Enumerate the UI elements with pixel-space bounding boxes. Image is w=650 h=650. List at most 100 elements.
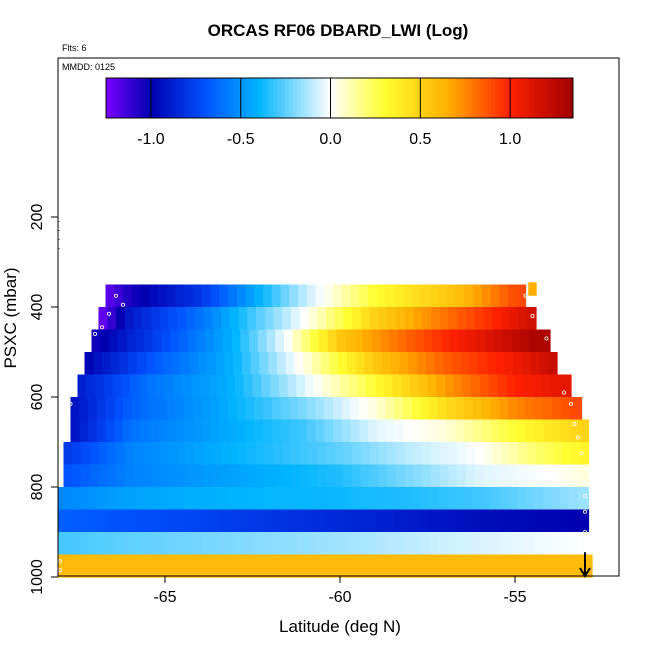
heatmap-cell (359, 419, 369, 443)
colorbar-segment (347, 78, 352, 118)
heatmap-cell (403, 397, 413, 421)
colorbar-segment (386, 78, 391, 118)
heatmap-cell (317, 307, 327, 331)
heatmap-cell (95, 374, 105, 398)
heatmap-cell (350, 532, 360, 556)
heatmap-cell (280, 554, 290, 578)
heatmap-cell (107, 464, 117, 488)
heatmap-cell (536, 442, 546, 466)
heatmap-cell (392, 374, 402, 398)
heatmap-cell (112, 374, 122, 398)
heatmap-cell (201, 284, 212, 308)
heatmap-cell (88, 554, 98, 578)
colorbar-segment (425, 78, 430, 118)
heatmap-cell (210, 397, 220, 421)
heatmap-cell (422, 464, 432, 488)
heatmap-cell (485, 329, 495, 353)
heatmap-cell (282, 307, 292, 331)
heatmap-cell (236, 397, 247, 421)
colorbar-segment (129, 78, 134, 118)
colorbar-segment (253, 78, 259, 118)
heatmap-cell (292, 329, 303, 353)
heatmap-cell (96, 419, 107, 443)
heatmap-cell (119, 352, 129, 376)
heatmap-cell (495, 352, 506, 376)
heatmap-cell (236, 554, 247, 578)
heatmap-cell (228, 284, 238, 308)
heatmap-cell (340, 374, 350, 398)
heatmap-cell (208, 374, 219, 398)
heatmap-cell (499, 397, 509, 421)
heatmap-cell (499, 284, 509, 308)
heatmap-cell (522, 352, 532, 376)
heatmap-cell (184, 284, 194, 308)
colorbar-segment (436, 78, 442, 118)
heatmap-cell (145, 352, 156, 376)
heatmap-cell (193, 419, 203, 443)
heatmap-cell (455, 509, 465, 533)
heatmap-cell (413, 307, 423, 331)
heatmap-cell (210, 509, 220, 533)
heatmap-cell (490, 284, 500, 308)
heatmap-cell (315, 487, 325, 511)
heatmap-cell (96, 532, 107, 556)
colorbar-segment (460, 78, 465, 118)
heatmap-cell (124, 307, 135, 331)
colorbar-segment (312, 78, 317, 118)
colorbar-segment (176, 78, 181, 118)
heatmap-cell (551, 419, 562, 443)
heatmap-cell (254, 487, 264, 511)
heatmap-cell (289, 509, 299, 533)
heatmap-cell (156, 374, 166, 398)
heatmap-cell (513, 352, 523, 376)
heatmap-cell (289, 554, 299, 578)
heatmap-cell (420, 419, 430, 443)
colorbar-tick-label: 1.0 (499, 131, 521, 148)
heatmap-cell (481, 397, 492, 421)
colorbar-segment (117, 78, 123, 118)
heatmap-cell (459, 329, 469, 353)
data-point-marker (562, 390, 567, 395)
heatmap-cell (487, 352, 497, 376)
heatmap-cell (324, 419, 334, 443)
heatmap-cell (455, 487, 465, 511)
heatmap-cell (123, 509, 133, 533)
heatmap-cell (168, 442, 178, 466)
heatmap-cell (537, 329, 548, 353)
heatmap-cell (79, 397, 89, 421)
heatmap-cell (98, 442, 108, 466)
heatmap-cell (411, 284, 422, 308)
data-point-marker (583, 466, 588, 471)
heatmap-cell (411, 509, 422, 533)
heatmap-cell (245, 284, 255, 308)
colorbar-segment (281, 78, 286, 118)
heatmap-cell (453, 374, 464, 398)
colorbar-segment (405, 78, 411, 118)
heatmap-cell (518, 442, 528, 466)
heatmap-cell (88, 532, 98, 556)
heatmap-cell (378, 442, 388, 466)
heatmap-cell (492, 307, 502, 331)
heatmap-cell (406, 329, 416, 353)
colorbar-segment (304, 78, 309, 118)
colorbar-segment (569, 78, 574, 118)
heatmap-cell (172, 352, 182, 376)
heatmap-cell (298, 419, 308, 443)
heatmap-cell (474, 442, 485, 466)
colorbar-segment (464, 78, 469, 118)
heatmap-cell (473, 397, 483, 421)
heatmap-cell (464, 419, 474, 443)
heatmap-cell (438, 487, 448, 511)
heatmap-cell (429, 554, 439, 578)
heatmap-cell (338, 352, 348, 376)
colorbar-segment (343, 78, 348, 118)
heatmap-cell (184, 419, 194, 443)
colorbar-segment (249, 78, 255, 118)
heatmap-cell (586, 487, 590, 511)
heatmap-cell (61, 554, 72, 578)
colorbar-segment (156, 78, 161, 118)
heatmap-cell (149, 509, 159, 533)
heatmap-cell (131, 419, 142, 443)
heatmap-cell (123, 487, 133, 511)
heatmap-cell (58, 532, 63, 556)
